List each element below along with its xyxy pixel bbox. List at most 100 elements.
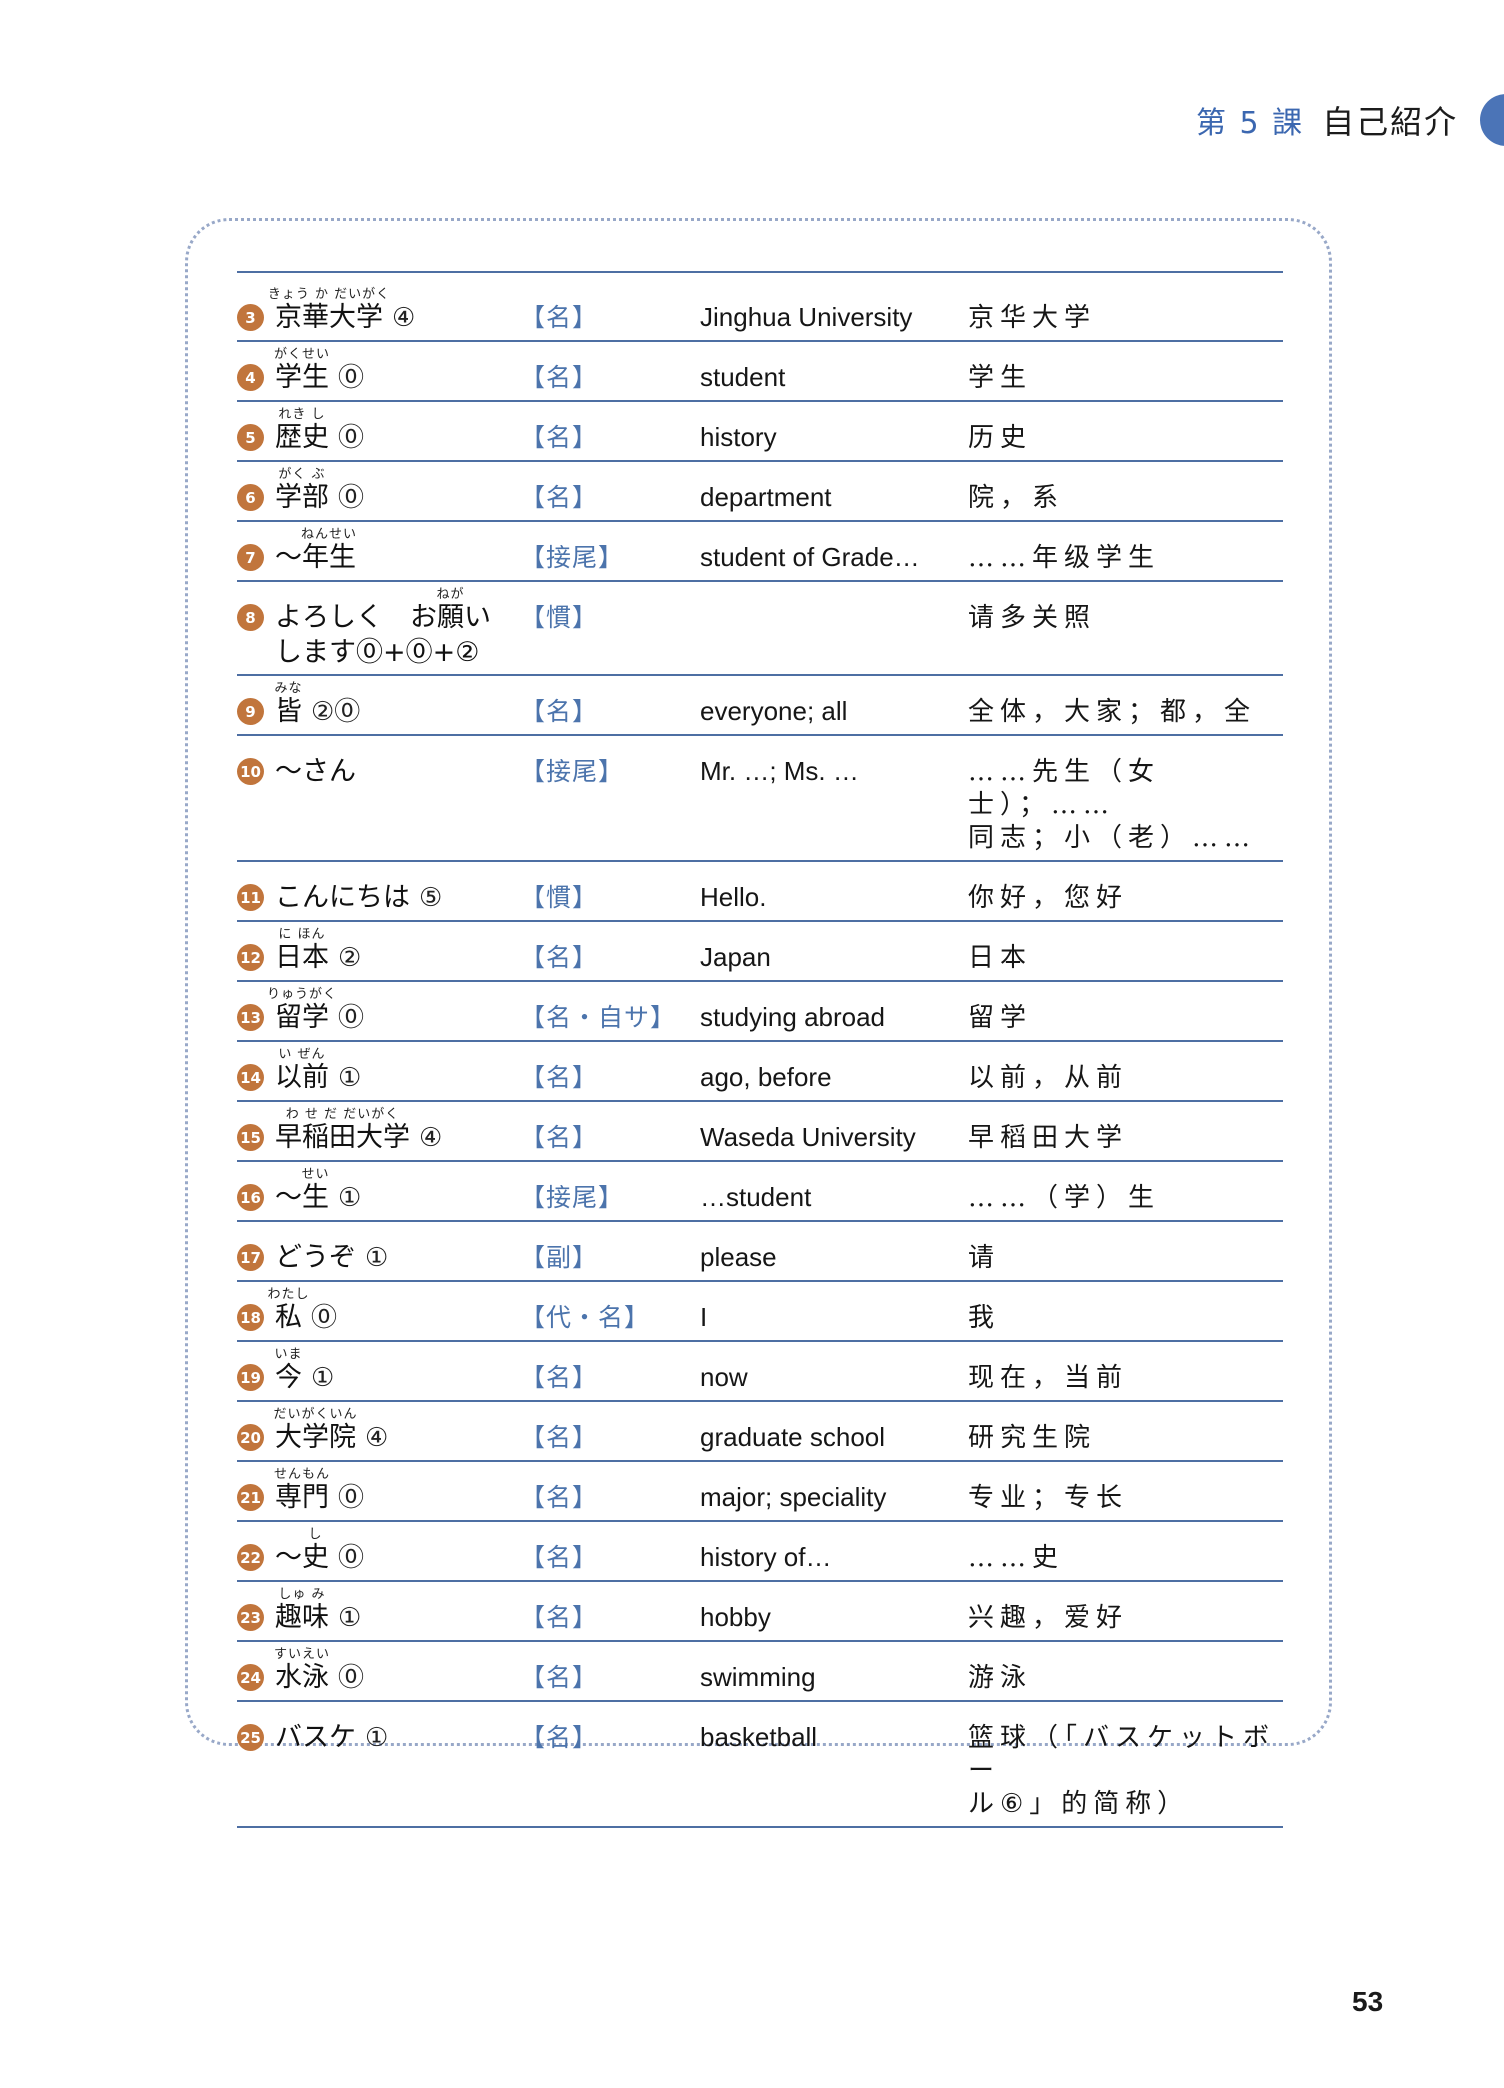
word-japanese: 〜さん	[275, 736, 520, 860]
furigana: わたし	[267, 1287, 310, 1302]
word-japanese-line2: します⓪+⓪+②	[275, 637, 480, 668]
chinese-meaning: 请	[968, 1243, 1001, 1273]
part-of-speech: 【名】	[520, 1063, 599, 1092]
part-of-speech: 【名】	[520, 1123, 599, 1152]
vocab-row: 20 大学院 だいがくいん ④ 【名】 graduate school 研究生院	[237, 1400, 1283, 1460]
vocab-row: 12 日本に ほん ② 【名】 Japan 日本	[237, 920, 1283, 980]
part-of-speech: 【名】	[520, 1663, 599, 1692]
english-meaning: graduate school	[700, 1422, 886, 1452]
word-japanese: 今いま ①	[274, 1342, 520, 1400]
word-japanese: 日本に ほん ②	[275, 922, 520, 980]
entry-number-cell: 22	[237, 1522, 275, 1580]
chinese-meaning: ……年级学生	[968, 543, 1161, 573]
entry-number-badge: 12	[237, 944, 264, 971]
word-japanese: 学生 がくせい ⓪	[274, 342, 520, 400]
chinese-meaning: 日本	[968, 943, 1033, 973]
chinese-meaning: 你好，您好	[968, 883, 1129, 913]
word-japanese: 私わたし ⓪	[267, 1282, 520, 1340]
furigana: わ せ だ だいがく	[285, 1107, 400, 1122]
word-japanese: 留学 りゅうがく ⓪	[266, 982, 520, 1040]
accent-number: ⓪	[338, 1003, 365, 1033]
accent-number: ②⓪	[311, 697, 361, 727]
entry-number-badge: 9	[237, 698, 264, 725]
english-meaning: Waseda University	[700, 1122, 916, 1152]
accent-number: ②	[338, 943, 362, 973]
word-segment: 史し	[302, 1527, 329, 1573]
vocab-row: 22 〜史し ⓪ 【名】 history of… ……史	[237, 1520, 1283, 1580]
vocab-row: 15 早稲田大学わ せ だ だいがく ④ 【名】 Waseda Universit…	[237, 1100, 1283, 1160]
english-meaning: history of…	[700, 1542, 832, 1572]
vocab-row: 16 〜生 せい ① 【接尾】 …student ……（学）生	[237, 1160, 1283, 1220]
part-of-speech: 【接尾】	[520, 757, 625, 786]
english-meaning: Hello.	[700, 882, 767, 912]
vocab-row: 24 水泳 すいえい ⓪ 【名】 swimming 游泳	[237, 1640, 1283, 1700]
word-segment: 趣味 しゅ み	[275, 1587, 329, 1633]
vocab-row: 19 今いま ① 【名】 now 现在，当前	[237, 1340, 1283, 1400]
part-of-speech: 【代・名】	[520, 1303, 651, 1332]
vocab-row: 25 バスケ ① 【名】 basketball 篮球（「バスケットボー ル⑥」的简…	[237, 1700, 1283, 1828]
chinese-meaning: 全体，大家；都，全	[968, 697, 1257, 727]
entry-number-badge: 7	[237, 544, 264, 571]
entry-number-cell: 5	[237, 402, 275, 460]
english-meaning: hobby	[700, 1602, 771, 1632]
entry-number-badge: 14	[237, 1064, 264, 1091]
entry-number-cell: 4	[237, 342, 275, 400]
english-meaning: swimming	[700, 1662, 816, 1692]
entry-number-badge: 11	[237, 884, 264, 911]
word-japanese: 歴史 れき し ⓪	[275, 402, 520, 460]
accent-number: ①	[311, 1363, 335, 1393]
chinese-meaning: 学生	[968, 363, 1033, 393]
word-japanese: 〜史し ⓪	[275, 1522, 520, 1580]
accent-number: ①	[338, 1063, 362, 1093]
furigana: れき し	[278, 407, 326, 422]
word-japanese: 専門 せんもん ⓪	[274, 1462, 520, 1520]
word-japanese: バスケ ①	[275, 1702, 520, 1826]
entry-number-cell: 16	[237, 1162, 275, 1220]
entry-number-cell: 14	[237, 1042, 275, 1100]
furigana: ねが	[436, 587, 465, 602]
chinese-meaning: 历史	[968, 423, 1033, 453]
entry-number-badge: 4	[237, 364, 264, 391]
lesson-number: 第 5 課	[1196, 106, 1305, 141]
word-japanese: 〜生 せい ①	[275, 1162, 520, 1220]
english-meaning: history	[700, 422, 777, 452]
word-japanese: こんにちは ⑤	[275, 862, 520, 920]
vocabulary-table: 3 京華大学 きょう か だいがく ④ 【名】 Jinghua University…	[237, 271, 1283, 1828]
entry-number-badge: 16	[237, 1184, 264, 1211]
vocab-row: 14 以前い ぜん ① 【名】 ago, before 以前，从前	[237, 1040, 1283, 1100]
word-japanese: 以前い ぜん ①	[275, 1042, 520, 1100]
word-segment: 〜	[275, 1542, 302, 1573]
word-segment: こんにちは	[275, 882, 410, 913]
word-segment: 留学 りゅうがく	[266, 987, 338, 1033]
part-of-speech: 【慣】	[520, 883, 599, 912]
chinese-meaning: 京华大学	[968, 303, 1097, 333]
vocab-row: 17 どうぞ ① 【副】 please 请	[237, 1220, 1283, 1280]
accent-number: ⓪	[311, 1303, 338, 1333]
accent-number: ⓪	[338, 1483, 365, 1513]
entry-number-badge: 24	[237, 1664, 264, 1691]
entry-number-cell: 7	[237, 522, 275, 580]
part-of-speech: 【名】	[520, 1603, 599, 1632]
english-meaning: basketball	[700, 1722, 818, 1752]
accent-number: ⓪	[338, 423, 365, 453]
word-segment: バスケ	[275, 1722, 356, 1753]
vocab-row: 11 こんにちは ⑤ 【慣】 Hello. 你好，您好	[237, 860, 1283, 920]
word-segment: 歴史 れき し	[275, 407, 329, 453]
entry-number-cell: 21	[237, 1462, 275, 1520]
furigana: に ほん	[278, 927, 326, 942]
page-number: 53	[1352, 1986, 1384, 2017]
word-japanese: よろしく お願 ねがいします⓪+⓪+②	[275, 582, 520, 674]
word-japanese: 水泳 すいえい ⓪	[274, 1642, 520, 1700]
word-segment: 皆みな	[274, 681, 303, 727]
english-meaning: student	[700, 362, 786, 392]
word-japanese: 早稲田大学わ せ だ だいがく ④	[275, 1102, 520, 1160]
accent-number: ⓪	[338, 1543, 365, 1573]
furigana: りゅうがく	[266, 987, 338, 1002]
word-segment: 早稲田大学わ せ だ だいがく	[275, 1107, 410, 1153]
word-segment: 生せい	[301, 1167, 330, 1213]
word-japanese: 学部 がく ぶ ⓪	[275, 462, 520, 520]
part-of-speech: 【名・自サ】	[520, 1003, 677, 1032]
entry-number-cell: 23	[237, 1582, 275, 1640]
chinese-meaning: ……先生（女士）；…… 同志；小（老）……	[968, 757, 1257, 853]
word-segment: 今いま	[274, 1347, 303, 1393]
